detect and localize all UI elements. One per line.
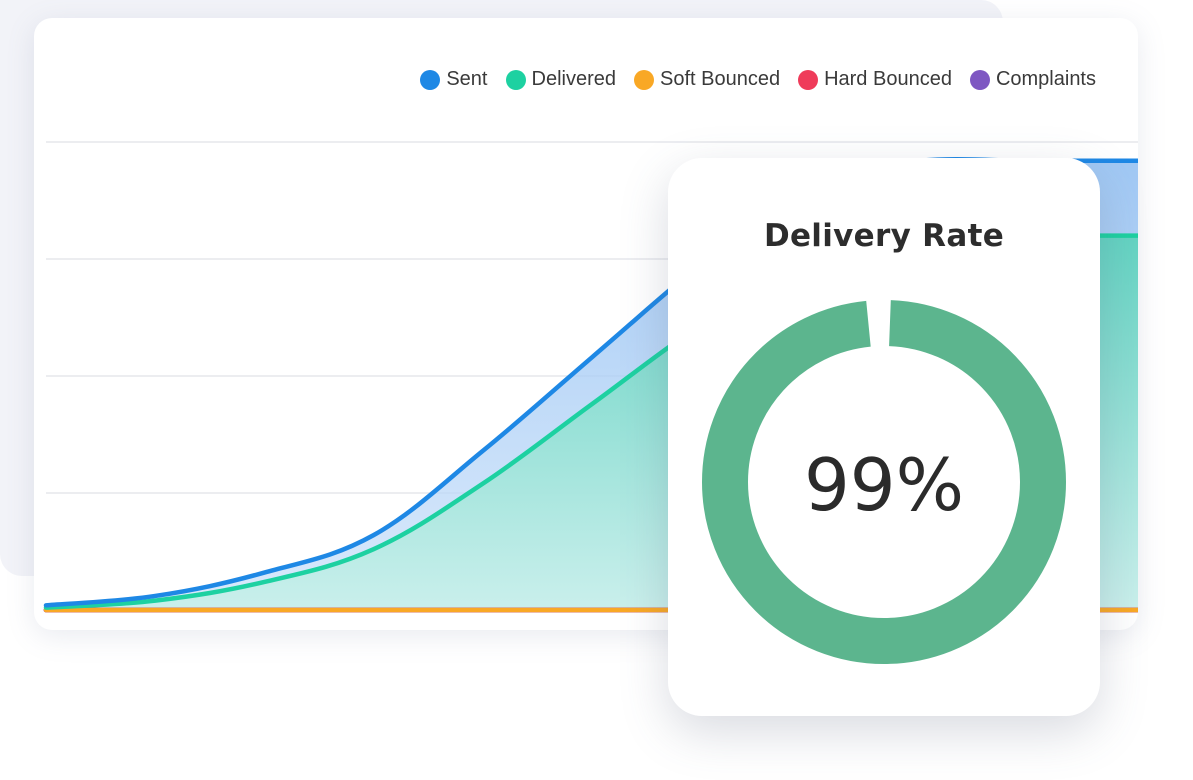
legend-dot-icon	[420, 69, 441, 90]
legend-dot-icon	[633, 69, 654, 90]
legend-dot-icon	[505, 69, 526, 90]
legend-label: Complaints	[995, 68, 1096, 90]
legend-label: Soft Bounced	[659, 68, 781, 90]
delivery-rate-title: Delivery Rate	[763, 218, 1005, 254]
donut-ring-filled	[702, 300, 1066, 664]
delivery-rate-donut	[702, 300, 1066, 664]
delivery-rate-value: 99%	[803, 443, 965, 527]
legend-dot-icon	[969, 69, 990, 90]
legend-item-sent[interactable]: Sent	[420, 68, 488, 91]
legend-item-complaints[interactable]: Complaints	[969, 68, 1096, 91]
legend-item-soft-bounced[interactable]: Soft Bounced	[633, 68, 781, 91]
legend-label: Sent	[446, 68, 488, 90]
chart-legend: Sent Delivered Soft Bounced Hard Bounced Com…	[420, 68, 1096, 91]
legend-label: Hard Bounced	[824, 68, 952, 90]
legend-item-hard-bounced[interactable]: Hard Bounced	[798, 68, 952, 91]
legend-dot-icon	[798, 69, 819, 90]
legend-label: Delivered	[531, 68, 616, 90]
delivery-rate-card: Delivery Rate 99%	[668, 158, 1100, 716]
legend-item-delivered[interactable]: Delivered	[505, 68, 616, 91]
